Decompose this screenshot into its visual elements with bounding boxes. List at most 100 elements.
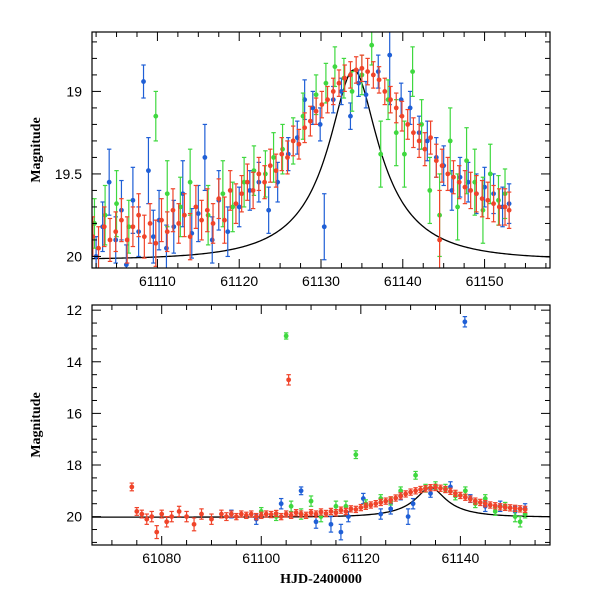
top-x-tick-label: 61150 xyxy=(466,273,504,289)
bottom-green-point xyxy=(482,496,488,501)
bottom-green-point xyxy=(517,519,523,525)
top-red-point xyxy=(244,179,250,185)
top-blue-point xyxy=(202,155,208,160)
top-green-point xyxy=(378,151,384,157)
bottom-red-point xyxy=(328,509,334,514)
top-blue-point xyxy=(225,229,231,235)
top-blue-point xyxy=(209,237,215,243)
top-blue-point xyxy=(130,197,136,203)
bottom-blue-point xyxy=(388,506,394,512)
top-x-tick-label: 61140 xyxy=(384,273,422,289)
top-green-point xyxy=(187,179,193,185)
bottom-red-point xyxy=(393,495,399,501)
top-red-point xyxy=(136,212,142,218)
top-green-point xyxy=(323,80,329,86)
bottom-red-point xyxy=(283,511,289,517)
top-blue-point xyxy=(146,168,151,174)
top-green-point xyxy=(455,204,460,210)
bottom-red-point xyxy=(263,511,269,517)
bottom-blue-point xyxy=(345,514,351,520)
top-green-point xyxy=(205,212,211,218)
bottom-panel: 61080 61100 61120 61140 12 14 16 18 20 Magnitude H… xyxy=(29,302,551,587)
bottom-red-point xyxy=(176,509,182,514)
bottom-red-point xyxy=(448,488,453,494)
bottom-red-point xyxy=(298,511,304,517)
top-x-tick-label: 61110 xyxy=(139,273,176,289)
top-blue-point xyxy=(171,224,177,230)
top-blue-point xyxy=(195,211,201,216)
bottom-red-point xyxy=(487,502,493,508)
bottom-red-point xyxy=(482,501,488,507)
top-blue-point xyxy=(348,113,353,119)
bottom-green-point xyxy=(308,498,314,504)
bottom-red-point xyxy=(159,511,165,517)
top-red-point xyxy=(176,221,182,226)
top-red-point xyxy=(342,75,348,81)
top-green-point xyxy=(393,130,399,136)
top-red-point xyxy=(204,207,210,213)
bottom-green-point xyxy=(492,509,498,514)
top-green-point xyxy=(464,158,469,164)
bottom-red-point xyxy=(418,487,423,492)
top-green-point xyxy=(313,92,319,98)
bottom-red-point xyxy=(358,505,364,510)
bottom-red-point xyxy=(286,377,292,383)
top-green-point xyxy=(410,69,415,75)
top-red-point xyxy=(124,237,130,243)
top-red-point xyxy=(422,146,428,152)
bottom-x-tick-label: 61120 xyxy=(342,550,380,566)
top-blue-point xyxy=(317,122,323,127)
bottom-red-point xyxy=(502,504,508,510)
bottom-red-point xyxy=(154,529,160,535)
top-red-point xyxy=(170,207,176,213)
top-blue-point xyxy=(387,52,393,58)
top-red-point xyxy=(445,171,451,177)
bottom-red-point xyxy=(293,510,299,516)
top-red-point xyxy=(153,240,159,246)
top-red-point xyxy=(279,151,285,157)
top-green-point xyxy=(402,151,407,157)
top-blue-point xyxy=(141,79,146,84)
top-red-point xyxy=(388,97,393,103)
bottom-blue-point xyxy=(338,529,344,535)
bottom-ticks xyxy=(92,305,550,545)
top-red-point xyxy=(485,197,491,203)
top-red-point xyxy=(313,108,319,114)
bottom-red-point xyxy=(472,498,478,504)
bottom-blue-point xyxy=(405,514,411,520)
bottom-green-point xyxy=(353,452,359,458)
bottom-red-point xyxy=(383,498,389,504)
top-green-point xyxy=(271,155,276,160)
top-red-point xyxy=(456,179,462,185)
top-blue-point xyxy=(375,69,381,75)
bottom-red-point xyxy=(139,511,145,517)
top-red-point xyxy=(119,217,124,223)
top-red-point xyxy=(285,155,290,160)
top-red-point xyxy=(164,229,170,235)
bottom-red-point xyxy=(408,489,414,495)
top-red-point xyxy=(290,138,296,144)
top-red-point xyxy=(376,77,382,83)
bottom-red-point xyxy=(338,507,344,513)
top-red-point xyxy=(130,224,136,230)
top-blue-point xyxy=(424,138,430,144)
bottom-series-green xyxy=(258,332,528,528)
top-red-point xyxy=(439,163,445,169)
top-red-point xyxy=(433,158,439,164)
bottom-red-point xyxy=(228,511,234,517)
bottom-plot-area xyxy=(92,316,550,541)
bottom-red-point xyxy=(233,514,239,520)
top-green-point xyxy=(114,201,119,207)
top-red-point xyxy=(227,188,233,193)
bottom-x-axis-label: HJD-2400000 xyxy=(280,572,362,587)
top-red-point xyxy=(348,72,353,78)
bottom-red-point xyxy=(492,503,498,509)
bottom-y-axis-label: Magnitude xyxy=(29,392,44,457)
top-blue-point xyxy=(164,245,169,251)
bottom-red-point xyxy=(169,514,175,520)
bottom-red-point xyxy=(258,512,264,518)
top-x-tick-label: 61130 xyxy=(302,273,340,289)
bottom-green-point xyxy=(413,472,418,478)
bottom-red-point xyxy=(363,503,369,509)
